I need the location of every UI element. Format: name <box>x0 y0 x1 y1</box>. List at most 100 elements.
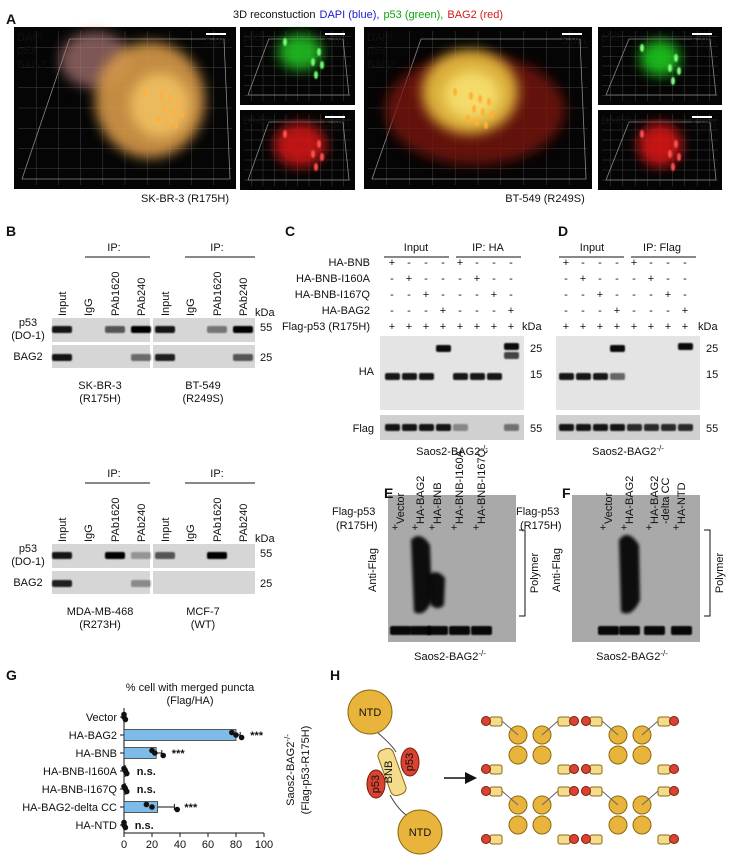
complex-bnb <box>489 716 503 727</box>
complex-p53 <box>581 834 591 844</box>
signal <box>674 54 678 62</box>
cell-line-name: Saos2-BAG2 <box>592 446 656 458</box>
y-tick-label: HA-NTD <box>75 820 117 832</box>
blot-label: p53 <box>19 317 37 329</box>
lane-label: Input <box>57 292 69 316</box>
sign: + <box>563 321 569 333</box>
signal <box>168 95 172 103</box>
blot <box>380 336 524 410</box>
complex-p53 <box>569 834 579 844</box>
complex-bnb <box>657 834 671 845</box>
smear <box>619 535 640 614</box>
blot-label: (DO-1) <box>11 556 45 568</box>
signal <box>283 130 287 138</box>
significance: *** <box>172 748 186 760</box>
signal <box>320 61 324 69</box>
signal <box>481 108 485 116</box>
signal <box>180 111 184 119</box>
point <box>160 752 166 759</box>
complex-link <box>641 720 659 736</box>
monomer-band <box>644 626 665 635</box>
band <box>155 354 175 361</box>
domain-label: p53 <box>370 775 382 793</box>
lane-label: HA-BAG2 <box>624 476 636 524</box>
sign: - <box>598 257 602 269</box>
signal <box>674 140 678 148</box>
band <box>487 373 502 380</box>
complex-ntd <box>608 815 628 835</box>
complex-bnb <box>657 786 671 797</box>
sign: - <box>615 273 619 285</box>
genotype: -/- <box>660 649 668 658</box>
band <box>419 373 434 380</box>
polymer-label: Polymer <box>714 552 726 593</box>
sign: - <box>407 289 411 301</box>
row-label: HA-BNB <box>328 257 370 269</box>
sign: + <box>406 321 412 333</box>
lane-label: PAb1620 <box>110 272 122 316</box>
image-label: BAG2 <box>243 115 272 127</box>
point <box>143 801 150 808</box>
x-tick-label: 60 <box>202 839 214 851</box>
band <box>207 326 227 333</box>
band <box>453 373 468 380</box>
signal <box>177 98 181 106</box>
sign: - <box>492 257 496 269</box>
panel-letter: A <box>6 11 16 27</box>
blot <box>153 345 255 368</box>
polymer-label: Polymer <box>529 552 541 593</box>
point <box>174 806 180 813</box>
signal <box>314 163 318 171</box>
sign: + <box>508 321 514 333</box>
scale-label: 5 μm <box>324 35 349 47</box>
cell-line-name: Saos2-BAG2 <box>596 651 660 663</box>
sign: + <box>631 257 637 269</box>
sign: + <box>614 305 620 317</box>
complex-p53 <box>581 786 591 796</box>
band <box>52 580 72 587</box>
band <box>131 580 151 587</box>
y-tick-label: Vector <box>86 712 118 724</box>
error-bar <box>157 804 175 810</box>
sign: + <box>429 522 435 534</box>
image-box <box>247 38 350 96</box>
sign: - <box>666 305 670 317</box>
marker: 55 <box>260 548 272 560</box>
complex-bnb <box>557 764 571 775</box>
band <box>610 424 625 431</box>
ntd-domain <box>347 689 393 735</box>
marker: 55 <box>530 423 542 435</box>
sign: - <box>632 305 636 317</box>
signal <box>484 121 488 129</box>
signal <box>466 115 470 123</box>
band <box>52 354 72 361</box>
sign: - <box>683 289 687 301</box>
kda-label: kDa <box>255 307 275 319</box>
band <box>661 424 676 431</box>
sign: - <box>598 273 602 285</box>
sign: - <box>509 289 513 301</box>
signal <box>640 44 644 52</box>
complex-ntd <box>508 815 528 835</box>
blot-label: p53 <box>19 543 37 555</box>
sign: - <box>666 257 670 269</box>
title-part: BAG2 (red) <box>447 9 503 21</box>
lane-label: Input <box>160 292 172 316</box>
genotype: -/- <box>478 649 486 658</box>
signal <box>490 111 494 119</box>
y-tick-label: HA-BNB <box>75 748 117 760</box>
band <box>436 424 451 431</box>
panel-letter: H <box>330 667 340 683</box>
marker: 25 <box>260 352 272 364</box>
signal <box>640 130 644 138</box>
sign: + <box>423 289 429 301</box>
lane-label: PAb240 <box>238 504 250 542</box>
complex-bnb <box>589 834 603 845</box>
monomer-band <box>471 626 492 635</box>
x-tick-label: 0 <box>121 839 127 851</box>
image-label: DAPI <box>17 32 43 44</box>
lane-label: PAb1620 <box>110 498 122 542</box>
complex-bnb <box>557 716 571 727</box>
cell-line: Saos2-BAG2-/- <box>416 444 488 459</box>
complex-p53 <box>569 764 579 774</box>
